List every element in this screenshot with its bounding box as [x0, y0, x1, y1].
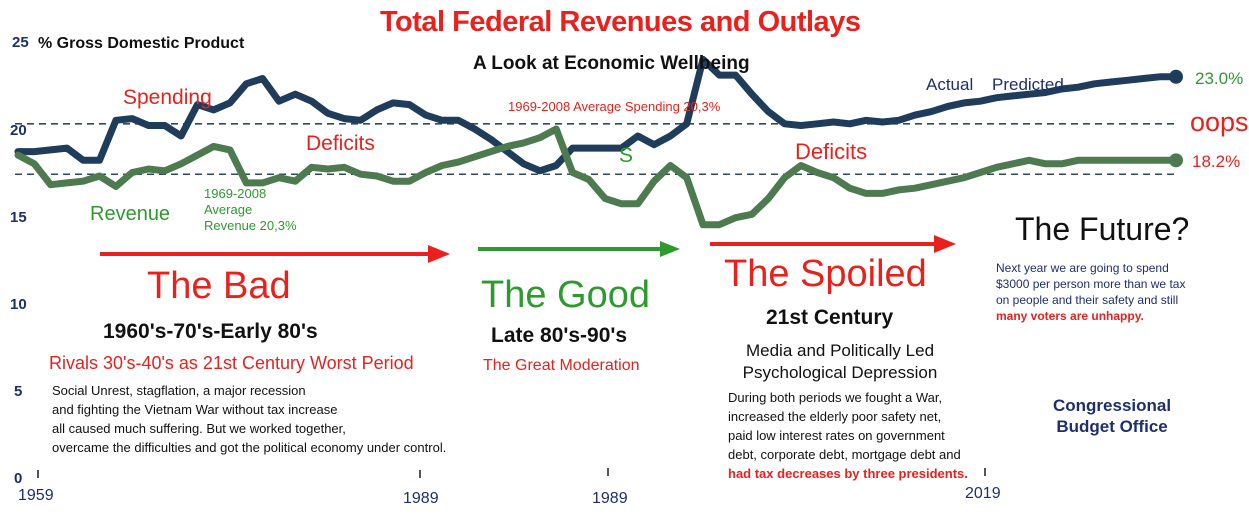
y-axis-label: % Gross Domestic Product [38, 35, 245, 52]
revenue-line [14, 125, 1180, 229]
spoiled-era-subheading: Media and Politically Led Psychological … [742, 341, 938, 382]
spoiled-era-arrow [710, 235, 956, 253]
revenue-end-point [1169, 153, 1183, 168]
deficits-label-2: Deficits [795, 139, 868, 164]
oops-label: oops [1190, 107, 1249, 137]
x-tick-label: 1989 [592, 490, 628, 507]
good-era-period: Late 80's-90's [491, 324, 628, 347]
chart-title: Total Federal Revenues and Outlays [380, 6, 861, 38]
spoiled-era-period: 21st Century [766, 306, 894, 329]
good-era-arrow [478, 241, 680, 257]
spending-end-point [1169, 69, 1183, 84]
x-tick-label: 1959 [18, 487, 54, 504]
y-tick-label: 25 [12, 34, 29, 51]
spending-end-label: 23.0% [1195, 69, 1244, 88]
good-era-heading: The Good [481, 274, 650, 316]
bad-era-period: 1960's-70's-Early 80's [103, 320, 318, 343]
x-axis-tick-marks [37, 468, 986, 478]
x-tick-label: 2019 [965, 485, 1001, 502]
y-tick-label: 10 [10, 296, 27, 313]
predicted-label: Predicted [992, 75, 1064, 94]
bad-era-arrow [100, 245, 450, 263]
chart-subtitle: A Look at Economic Wellbeing [473, 53, 750, 74]
future-heading: The Future? [1015, 211, 1190, 247]
avg-revenue-label: 1969-2008 Average Revenue 20,3% [204, 186, 297, 233]
bad-era-heading: The Bad [147, 265, 291, 307]
spending-line [14, 55, 1180, 175]
spoiled-era-description: During both periods we fought a War, inc… [728, 390, 968, 481]
x-tick-label: 1989 [403, 490, 439, 507]
source-label: Congressional Budget Office [1053, 396, 1172, 436]
series-layer [14, 55, 1180, 229]
revenue-end-label: 18.2% [1192, 152, 1241, 171]
surplus-label: S [619, 144, 634, 167]
bad-era-description: Social Unrest, stagflation, a major rece… [52, 383, 447, 455]
future-description: Next year we are going to spend $3000 pe… [996, 261, 1186, 323]
bad-era-note: Rivals 30's-40's as 21st Century Worst P… [49, 353, 414, 373]
y-tick-label: 0 [14, 470, 23, 487]
reference-lines [15, 122, 1176, 176]
end-markers [1169, 69, 1183, 168]
era-arrows [100, 235, 956, 263]
avg-spending-label: 1969-2008 Average Spending 20,3% [508, 99, 721, 114]
y-tick-label: 20 [10, 122, 27, 139]
good-era-note: The Great Moderation [483, 357, 640, 374]
deficits-label-1: Deficits [306, 132, 375, 155]
spending-series-label: Spending [123, 86, 212, 109]
actual-label: Actual [926, 75, 974, 94]
y-tick-label: 15 [10, 209, 27, 226]
revenue-series-label: Revenue [90, 203, 171, 225]
y-tick-label: 5 [14, 383, 23, 400]
spoiled-era-heading: The Spoiled [724, 253, 927, 295]
